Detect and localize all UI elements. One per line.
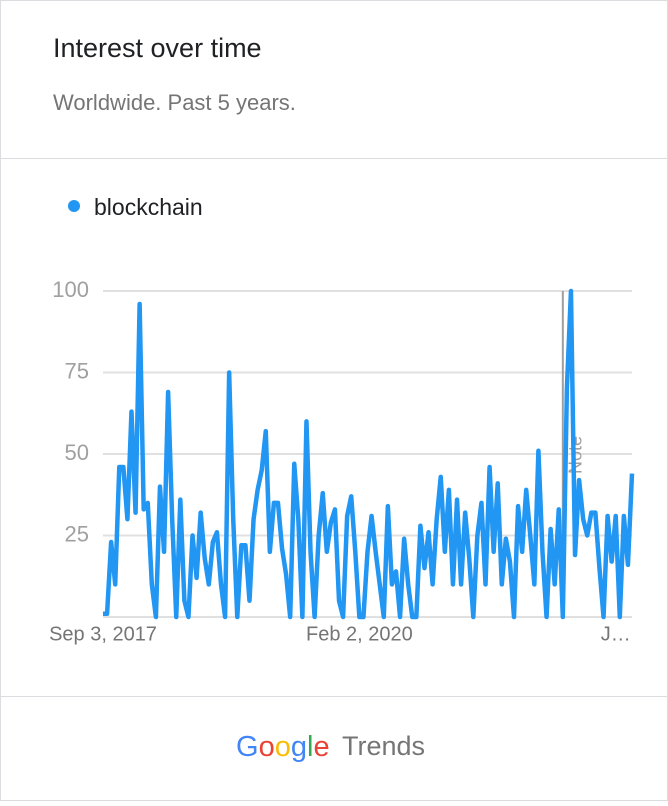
x-tick-label: J…	[601, 623, 631, 645]
card-subtitle: Worldwide. Past 5 years.	[53, 90, 296, 115]
y-tick-label: 25	[65, 521, 89, 546]
x-tick-label: Feb 2, 2020	[306, 623, 413, 645]
y-tick-label: 100	[52, 277, 89, 302]
legend-label: blockchain	[94, 194, 203, 220]
trend-line	[103, 288, 635, 620]
trends-logo: Trends	[342, 731, 425, 761]
x-tick-label: Sep 3, 2017	[49, 623, 157, 645]
y-tick-label: 75	[65, 358, 89, 383]
legend-dot	[68, 200, 80, 212]
y-tick-label: 50	[65, 440, 89, 465]
google-logo: Google	[236, 731, 330, 763]
card-title: Interest over time	[53, 33, 262, 63]
